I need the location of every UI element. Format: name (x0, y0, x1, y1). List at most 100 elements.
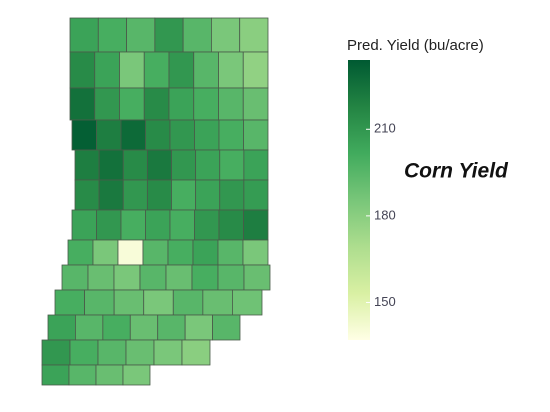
county (84, 289, 115, 316)
county (239, 17, 269, 53)
county (191, 264, 219, 291)
county (242, 239, 269, 266)
county (87, 264, 115, 291)
county (122, 179, 148, 211)
county (69, 17, 99, 53)
county (243, 119, 269, 151)
county (202, 289, 233, 316)
county (169, 119, 195, 151)
county (69, 87, 96, 121)
county (193, 87, 219, 121)
annotation: Corn Yield (404, 160, 509, 183)
county (219, 149, 245, 181)
colorbar-tick-label: 210 (374, 121, 396, 136)
county (172, 289, 204, 316)
county (92, 239, 119, 266)
county (96, 119, 122, 151)
county (129, 314, 159, 341)
county (142, 239, 169, 266)
county (232, 289, 263, 316)
county (119, 51, 145, 89)
county (67, 239, 94, 266)
county (71, 119, 97, 151)
county (184, 314, 213, 341)
county (143, 289, 174, 316)
county (169, 209, 195, 241)
county (74, 179, 100, 211)
county (122, 149, 148, 181)
county (69, 339, 99, 366)
county (218, 87, 244, 121)
county (74, 149, 100, 181)
county (113, 289, 145, 316)
county (219, 179, 245, 211)
county (218, 51, 244, 89)
county (194, 119, 220, 151)
colorbar-tick-label: 150 (374, 294, 396, 309)
county (194, 209, 220, 241)
county (242, 87, 269, 121)
county (122, 364, 151, 386)
county (125, 339, 155, 366)
colorbar-title: Pred. Yield (bu/acre) (347, 37, 484, 54)
county (41, 364, 70, 386)
county (146, 179, 172, 211)
county (54, 289, 85, 316)
county (193, 51, 219, 89)
county (95, 364, 124, 386)
county (143, 51, 170, 89)
county (69, 51, 96, 89)
county (154, 17, 184, 53)
county (143, 87, 170, 121)
county (94, 51, 120, 89)
county (195, 179, 221, 211)
county (242, 51, 269, 89)
county (168, 51, 195, 89)
county (98, 149, 124, 181)
county (41, 339, 71, 366)
county (181, 339, 211, 366)
county (96, 209, 122, 241)
county (97, 339, 127, 366)
colorbar-tick-label: 180 (374, 207, 396, 222)
county (165, 264, 193, 291)
county (75, 314, 104, 341)
county (217, 264, 245, 291)
county (145, 119, 171, 151)
county (157, 314, 186, 341)
county (171, 179, 197, 211)
county (218, 119, 244, 151)
county (212, 314, 241, 341)
county (217, 239, 244, 266)
county (97, 17, 127, 53)
county (192, 239, 219, 266)
county (146, 149, 172, 181)
county (61, 264, 89, 291)
county (171, 149, 197, 181)
county (98, 179, 124, 211)
county (243, 264, 271, 291)
county (168, 87, 195, 121)
county (182, 17, 212, 53)
county (113, 264, 141, 291)
county (243, 179, 269, 211)
county (195, 149, 221, 181)
county (211, 17, 241, 53)
county (145, 209, 171, 241)
county (47, 314, 76, 341)
county (120, 209, 146, 241)
county (153, 339, 183, 366)
county (117, 239, 144, 266)
county (68, 364, 97, 386)
county (167, 239, 194, 266)
county (139, 264, 167, 291)
county (126, 17, 156, 53)
county (218, 209, 244, 241)
county (102, 314, 131, 341)
county (119, 87, 145, 121)
county (120, 119, 146, 151)
county (243, 149, 269, 181)
colorbar (348, 60, 370, 340)
county (71, 209, 97, 241)
